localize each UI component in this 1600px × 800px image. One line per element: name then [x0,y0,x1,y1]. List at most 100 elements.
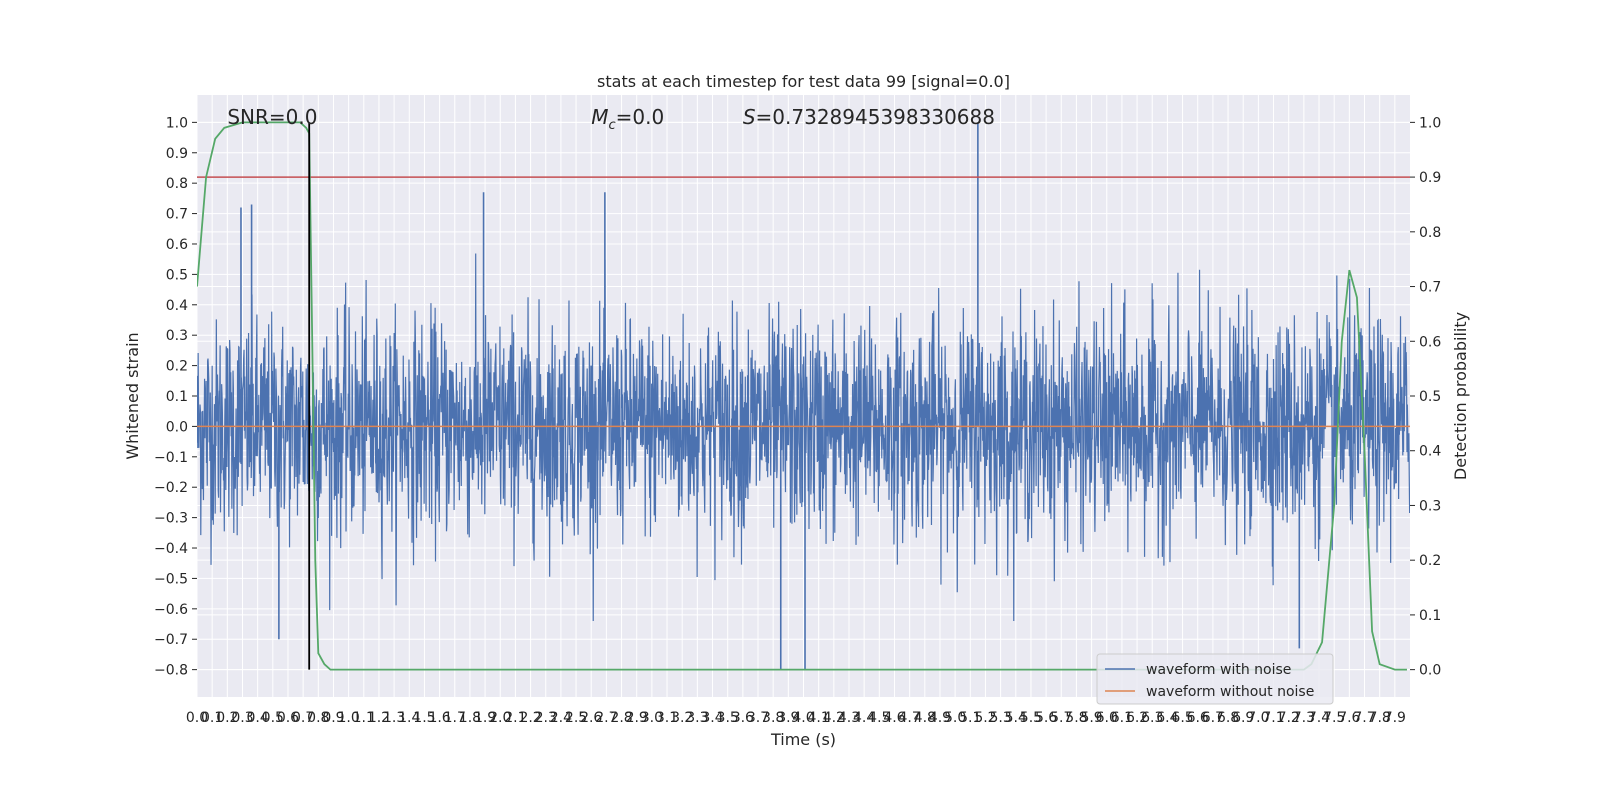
legend-entry-noise: waveform with noise [1146,662,1291,678]
y-tick-label: 0.7 [166,207,188,223]
x-tick-label: 4.6 [883,710,905,726]
x-tick-label: 5.4 [1005,710,1027,726]
y-tick-label: 0.6 [166,237,188,253]
s-symbol: S [743,105,756,129]
x-tick-label: 1.9 [474,710,496,726]
x-tick-label: 5.6 [1035,710,1057,726]
x-tick-label: 3.6 [732,710,754,726]
y-tick-label: 0.3 [166,328,188,344]
y2-tick-label: 0.0 [1419,663,1441,679]
x-tick-label: 1.4 [398,710,420,726]
y-tick-label: 0.2 [166,359,188,375]
x-tick-label: 0.6 [277,710,299,726]
y-tick-label: 0.5 [166,267,188,283]
s-annotation: S=0.7328945398330688 [743,105,995,129]
y2-axis-ticks: 0.0 0.1 0.2 0.3 0.4 0.5 0.6 0.7 0.8 0.9 1.0 [1410,115,1441,679]
x-tick-label: 1.0 [337,710,359,726]
x-tick-label: 7.5 [1323,710,1345,726]
x-tick-label: 3.0 [641,710,663,726]
x-tick-label: 1.1 [353,710,375,726]
y-axis-label: Whitened strain [123,332,142,459]
y-tick-label: −0.7 [154,632,188,648]
x-tick-label: 1.7 [444,710,466,726]
x-tick-label: 5.9 [1080,710,1102,726]
mc-subscript: c [608,118,615,133]
legend: waveform with noise waveform without noi… [1096,653,1334,705]
x-axis-ticks: 0.00.10.20.30.40.50.60.70.80.91.01.11.21… [186,710,1406,726]
legend-box [1096,653,1334,705]
y-tick-label: −0.4 [154,541,188,557]
y2-tick-label: 0.7 [1419,280,1441,296]
x-tick-label: 7.1 [1262,710,1284,726]
x-tick-label: 6.0 [1096,710,1118,726]
mc-symbol: M [591,105,608,129]
x-tick-label: 7.7 [1353,710,1375,726]
y2-tick-label: 0.5 [1419,389,1441,405]
x-tick-label: 2.1 [504,710,526,726]
y-tick-label: −0.8 [154,663,188,679]
x-tick-label: 4.5 [868,710,890,726]
y-tick-label: 0.4 [166,298,188,314]
x-tick-label: 5.8 [1065,710,1087,726]
s-value: =0.7328945398330688 [756,105,995,129]
y-tick-label: −0.3 [154,511,188,527]
line-series [197,121,1410,671]
x-tick-label: 6.8 [1217,710,1239,726]
x-tick-label: 3.9 [777,710,799,726]
x-tick-label: 4.7 [899,710,921,726]
x-tick-label: 3.1 [656,710,678,726]
x-tick-label: 4.3 [838,710,860,726]
x-tick-label: 0.7 [292,710,314,726]
y-tick-label: −0.2 [154,480,188,496]
x-tick-label: 6.1 [1111,710,1133,726]
x-tick-label: 7.9 [1384,710,1406,726]
x-tick-label: 7.4 [1308,710,1330,726]
x-tick-label: 2.2 [519,710,541,726]
x-tick-label: 6.2 [1126,710,1148,726]
x-tick-label: 3.8 [762,710,784,726]
x-tick-label: 1.8 [459,710,481,726]
y2-tick-label: 0.8 [1419,225,1441,241]
noise-series [197,122,1410,670]
y2-axis-label: Detection probability [1451,312,1470,480]
y-tick-label: −0.1 [154,450,188,466]
x-tick-label: 4.2 [823,710,845,726]
x-tick-label: 2.3 [535,710,557,726]
y2-tick-label: 1.0 [1419,115,1441,131]
x-tick-label: 2.7 [595,710,617,726]
x-tick-label: 7.6 [1338,710,1360,726]
x-tick-label: 2.0 [489,710,511,726]
y-tick-label: −0.6 [154,602,188,618]
x-tick-label: 6.3 [1141,710,1163,726]
x-tick-label: 5.3 [989,710,1011,726]
x-tick-label: 3.2 [671,710,693,726]
x-tick-label: 6.7 [1202,710,1224,726]
x-tick-label: 3.7 [747,710,769,726]
x-tick-label: 4.9 [929,710,951,726]
x-tick-label: 3.4 [701,710,723,726]
x-tick-label: 0.9 [322,710,344,726]
x-tick-label: 6.4 [1156,710,1178,726]
x-tick-label: 5.5 [1020,710,1042,726]
x-tick-label: 5.0 [944,710,966,726]
detection-probability-line [197,121,1407,671]
x-tick-label: 7.3 [1293,710,1315,726]
y-tick-label: −0.5 [154,571,188,587]
x-tick-label: 3.3 [686,710,708,726]
x-tick-label: 0.4 [247,710,269,726]
y-tick-label: 0.9 [166,146,188,162]
x-tick-label: 2.9 [626,710,648,726]
x-tick-label: 4.1 [808,710,830,726]
x-tick-label: 0.1 [201,710,223,726]
x-tick-label: 7.8 [1369,710,1391,726]
y2-tick-label: 0.9 [1419,170,1441,186]
x-tick-label: 4.8 [914,710,936,726]
x-tick-label: 0.2 [216,710,238,726]
x-tick-label: 5.7 [1050,710,1072,726]
mc-annotation: Mc=0.0 [591,105,664,133]
y-tick-label: 0.0 [166,419,188,435]
x-axis-label: Time (s) [770,730,836,749]
x-tick-label: 2.5 [565,710,587,726]
y-tick-label: 0.8 [166,176,188,192]
